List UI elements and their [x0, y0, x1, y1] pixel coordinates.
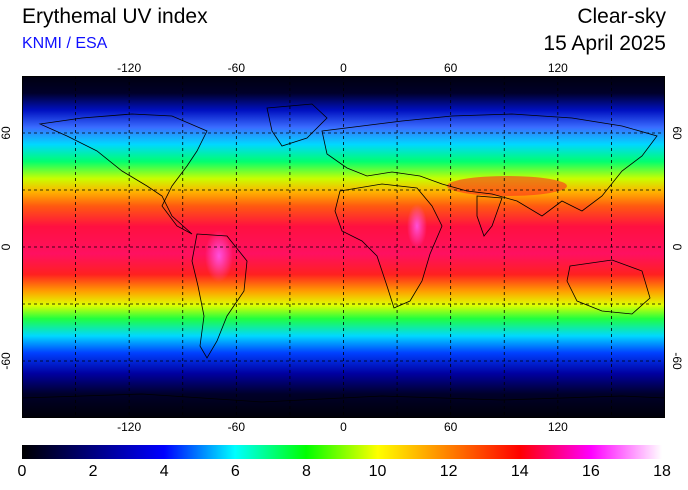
lon-tick-label: 0	[340, 61, 347, 75]
colorbar-tick-label: 12	[439, 463, 458, 480]
colorbar	[22, 445, 662, 459]
lat-tick-label: 0	[0, 243, 13, 251]
colorbar-tick-label: 0	[17, 463, 27, 480]
lon-tick-label: -120	[117, 61, 142, 75]
colorbar-tick-label: 2	[88, 463, 98, 480]
credit-label: KNMI / ESA	[22, 35, 108, 52]
australia-outline	[566, 259, 651, 315]
lon-tick-label: -60	[227, 420, 245, 434]
lon-tick-label: 0	[340, 420, 347, 434]
europe-asia-outline	[321, 113, 658, 217]
lat-tick-label: -60	[0, 352, 13, 370]
colorbar-tick-label: 8	[301, 463, 311, 480]
south-america-outline	[191, 233, 248, 359]
lon-tick-label: 60	[443, 61, 458, 75]
lon-tick-label: 120	[547, 61, 568, 75]
lat-tick-label: -60	[670, 352, 684, 370]
lon-tick-label: 120	[547, 420, 568, 434]
greenland-outline	[266, 103, 328, 147]
map-title: Erythemal UV index	[22, 5, 208, 28]
graticule	[22, 76, 665, 418]
lat-tick-label: 60	[670, 126, 684, 140]
colorbar-tick-label: 6	[230, 463, 240, 480]
lat-tick-label: 0	[670, 243, 684, 251]
antarctica-outline	[22, 393, 665, 403]
africa-outline	[334, 183, 443, 309]
sky-mode-label: Clear-sky	[577, 5, 666, 28]
colorbar-tick-label: 4	[159, 463, 169, 480]
lat-tick-label: 60	[0, 126, 13, 140]
north-america-outline	[38, 113, 208, 235]
lon-tick-label: -120	[117, 420, 142, 434]
colorbar-tick-label: 18	[653, 463, 671, 480]
colorbar-tick-label: 16	[581, 463, 600, 480]
india-outline	[476, 195, 503, 237]
lon-tick-label: -60	[227, 61, 245, 75]
colorbar-tick-label: 14	[510, 463, 529, 480]
colorbar-tick-label: 10	[368, 463, 387, 480]
uv-index-map	[22, 76, 665, 418]
date-label: 15 April 2025	[543, 32, 666, 55]
lon-tick-label: 60	[443, 420, 458, 434]
